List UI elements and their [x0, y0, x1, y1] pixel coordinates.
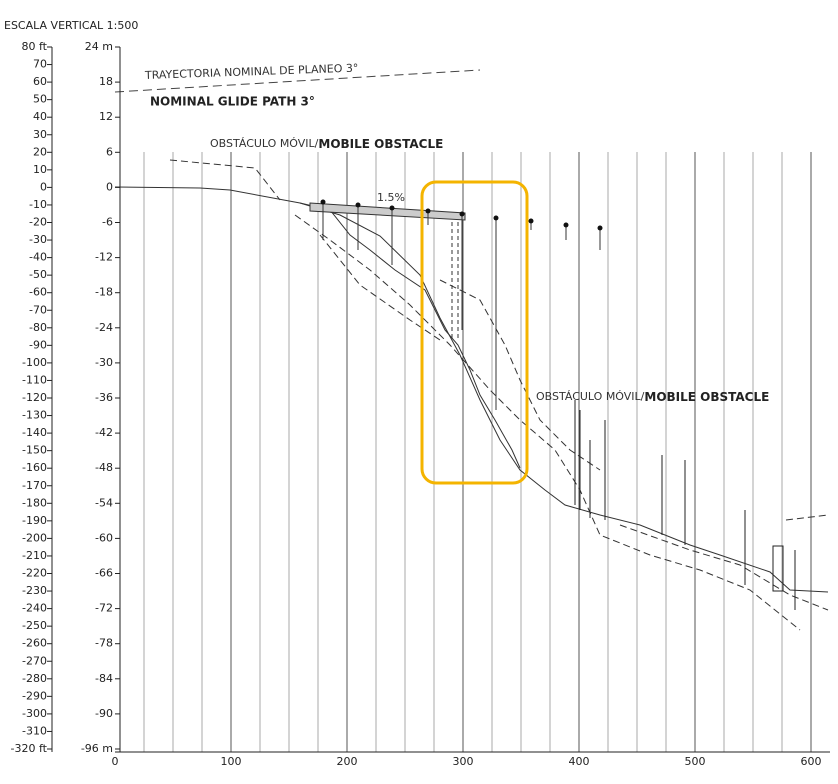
- x-tick-label: 400: [569, 755, 590, 768]
- obstacle-label-1: OBSTÁCULO MÓVIL/MOBILE OBSTACLE: [210, 137, 443, 151]
- glide-path-en: NOMINAL GLIDE PATH 3°: [150, 95, 315, 109]
- light-dot: [389, 205, 395, 211]
- ft-tick-label: 40: [33, 110, 47, 123]
- ft-tick-label: 30: [33, 128, 47, 141]
- x-tick-label: 200: [337, 755, 358, 768]
- obstacle-spikes: [574, 400, 796, 610]
- ft-tick-label: -220: [22, 567, 47, 580]
- x-tick-label: 300: [453, 755, 474, 768]
- x-tick-label: 0: [112, 755, 119, 768]
- m-tick-label: -54: [95, 496, 113, 509]
- ft-tick-label: -170: [22, 479, 47, 492]
- m-tick-label: -66: [95, 567, 113, 580]
- ft-tick-label: -60: [29, 286, 47, 299]
- ft-tick-label: -240: [22, 602, 47, 615]
- m-tick-label: -78: [95, 637, 113, 650]
- light-dot: [528, 218, 534, 224]
- m-tick-label: -18: [95, 286, 113, 299]
- light-dot: [355, 202, 361, 208]
- x-tick-label: 600: [801, 755, 822, 768]
- light-dot: [459, 211, 465, 217]
- glide-path: [114, 69, 481, 93]
- ft-tick-label: -200: [22, 531, 47, 544]
- axes: 80 ft706050403020100-10-20-30-40-50-60-7…: [11, 40, 830, 768]
- m-tick-label: -36: [95, 391, 113, 404]
- m-tick-label: 0: [106, 180, 113, 193]
- light-dot: [493, 215, 499, 221]
- x-tick-label: 100: [221, 755, 242, 768]
- m-tick-label: 12: [99, 110, 113, 123]
- approach-lights: [320, 199, 603, 410]
- ft-tick-label: 70: [33, 58, 47, 71]
- m-tick-label: -84: [95, 672, 113, 685]
- ft-tick-label: -20: [29, 216, 47, 229]
- m-tick-label: -60: [95, 531, 113, 544]
- ft-tick-label: -100: [22, 356, 47, 369]
- ft-tick-label: -50: [29, 268, 47, 281]
- m-tick-label: -24: [95, 321, 113, 334]
- obstacle-label-2: OBSTÁCULO MÓVIL/MOBILE OBSTACLE: [536, 390, 769, 404]
- ft-tick-label: -320 ft: [11, 742, 48, 755]
- m-tick-label: 24 m: [85, 40, 113, 53]
- obstacle-es: OBSTÁCULO MÓVIL/: [210, 137, 319, 150]
- ft-tick-label: 10: [33, 163, 47, 176]
- m-tick-label: -30: [95, 356, 113, 369]
- m-tick-label: -6: [102, 216, 113, 229]
- ft-tick-label: 0: [40, 180, 47, 193]
- m-tick-label: -12: [95, 251, 113, 264]
- slope-label: 1.5%: [377, 191, 405, 204]
- ft-tick-label: 50: [33, 93, 47, 106]
- ft-tick-label: -30: [29, 233, 47, 246]
- ft-tick-label: -210: [22, 549, 47, 562]
- ft-tick-label: -40: [29, 251, 47, 264]
- ft-tick-label: -190: [22, 514, 47, 527]
- m-tick-label: -96 m: [81, 742, 113, 755]
- obstacle-en: MOBILE OBSTACLE: [644, 390, 769, 404]
- m-tick-label: -90: [95, 707, 113, 720]
- ft-tick-label: -230: [22, 584, 47, 597]
- light-dot: [597, 225, 603, 231]
- ft-tick-label: -250: [22, 619, 47, 632]
- obstacle-en: MOBILE OBSTACLE: [318, 137, 443, 151]
- ft-tick-label: -270: [22, 654, 47, 667]
- grid: [143, 152, 812, 752]
- x-tick-label: 500: [685, 755, 706, 768]
- ft-tick-label: 60: [33, 75, 47, 88]
- ft-tick-label: -130: [22, 409, 47, 422]
- m-tick-label: 6: [106, 145, 113, 158]
- scale-title: ESCALA VERTICAL 1:500: [4, 19, 138, 32]
- ft-tick-label: -150: [22, 444, 47, 457]
- light-dot: [563, 222, 569, 228]
- light-dot: [425, 208, 431, 214]
- ft-tick-label: -180: [22, 496, 47, 509]
- ft-tick-label: -70: [29, 303, 47, 316]
- ft-tick-label: -140: [22, 426, 47, 439]
- ft-tick-label: -280: [22, 672, 47, 685]
- ft-tick-label: -310: [22, 724, 47, 737]
- ft-tick-label: 20: [33, 145, 47, 158]
- m-tick-label: -42: [95, 426, 113, 439]
- highlight-box: [420, 180, 529, 485]
- ft-tick-label: -110: [22, 373, 47, 386]
- m-tick-label: -72: [95, 602, 113, 615]
- ft-tick-label: -160: [22, 461, 47, 474]
- ft-tick-label: 80 ft: [22, 40, 48, 53]
- m-tick-label: -48: [95, 461, 113, 474]
- ft-tick-label: -10: [29, 198, 47, 211]
- runway: [309, 202, 466, 221]
- obstacle-es: OBSTÁCULO MÓVIL/: [536, 390, 645, 403]
- ft-tick-label: -290: [22, 689, 47, 702]
- m-tick-label: 18: [99, 75, 113, 88]
- ft-tick-label: -120: [22, 391, 47, 404]
- ft-tick-label: -300: [22, 707, 47, 720]
- light-dot: [320, 199, 326, 205]
- ft-tick-label: -90: [29, 338, 47, 351]
- ft-tick-label: -260: [22, 637, 47, 650]
- ft-tick-label: -80: [29, 321, 47, 334]
